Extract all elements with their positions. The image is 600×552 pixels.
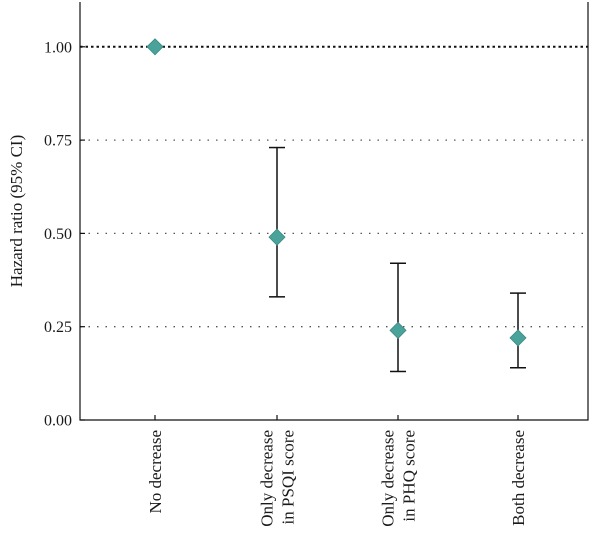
axes: [79, 2, 589, 421]
data-point: [146, 38, 164, 56]
x-tick-label-line: Only decrease: [258, 430, 277, 527]
x-tick-label-line: in PHQ score: [400, 430, 419, 522]
y-tick-label: 0.75: [44, 133, 72, 150]
y-tick-label: 0.50: [44, 226, 72, 243]
y-axis-title: Hazard ratio (95% CI): [7, 135, 26, 287]
x-tick-label: Both decrease: [509, 430, 528, 526]
x-tick-label-line: Both decrease: [509, 430, 528, 526]
data-point: [268, 228, 286, 246]
error-bars: [269, 146, 526, 373]
data-point: [509, 329, 527, 347]
y-tick-label: 1.00: [44, 39, 72, 56]
x-tick-label-line: in PSQI score: [279, 430, 298, 524]
y-tick-label: 0.25: [44, 319, 72, 336]
plot-frame: [79, 2, 589, 421]
x-tick-label-line: Only decrease: [379, 430, 398, 527]
x-tick-label: Only decrease in PSQI score: [258, 430, 298, 527]
x-tick-label-line: No decrease: [146, 430, 165, 514]
point-markers: [146, 38, 527, 347]
gridlines: [80, 45, 588, 328]
y-ticks: 0.00 0.25 0.50 0.75 1.00: [44, 39, 85, 430]
x-tick-label: No decrease: [146, 430, 165, 514]
y-tick-label: 0.00: [44, 413, 72, 430]
x-tick-label: Only decrease in PHQ score: [379, 430, 419, 527]
x-ticks: No decrease Only decrease in PSQI score Onl…: [146, 415, 528, 527]
data-point: [389, 321, 407, 339]
